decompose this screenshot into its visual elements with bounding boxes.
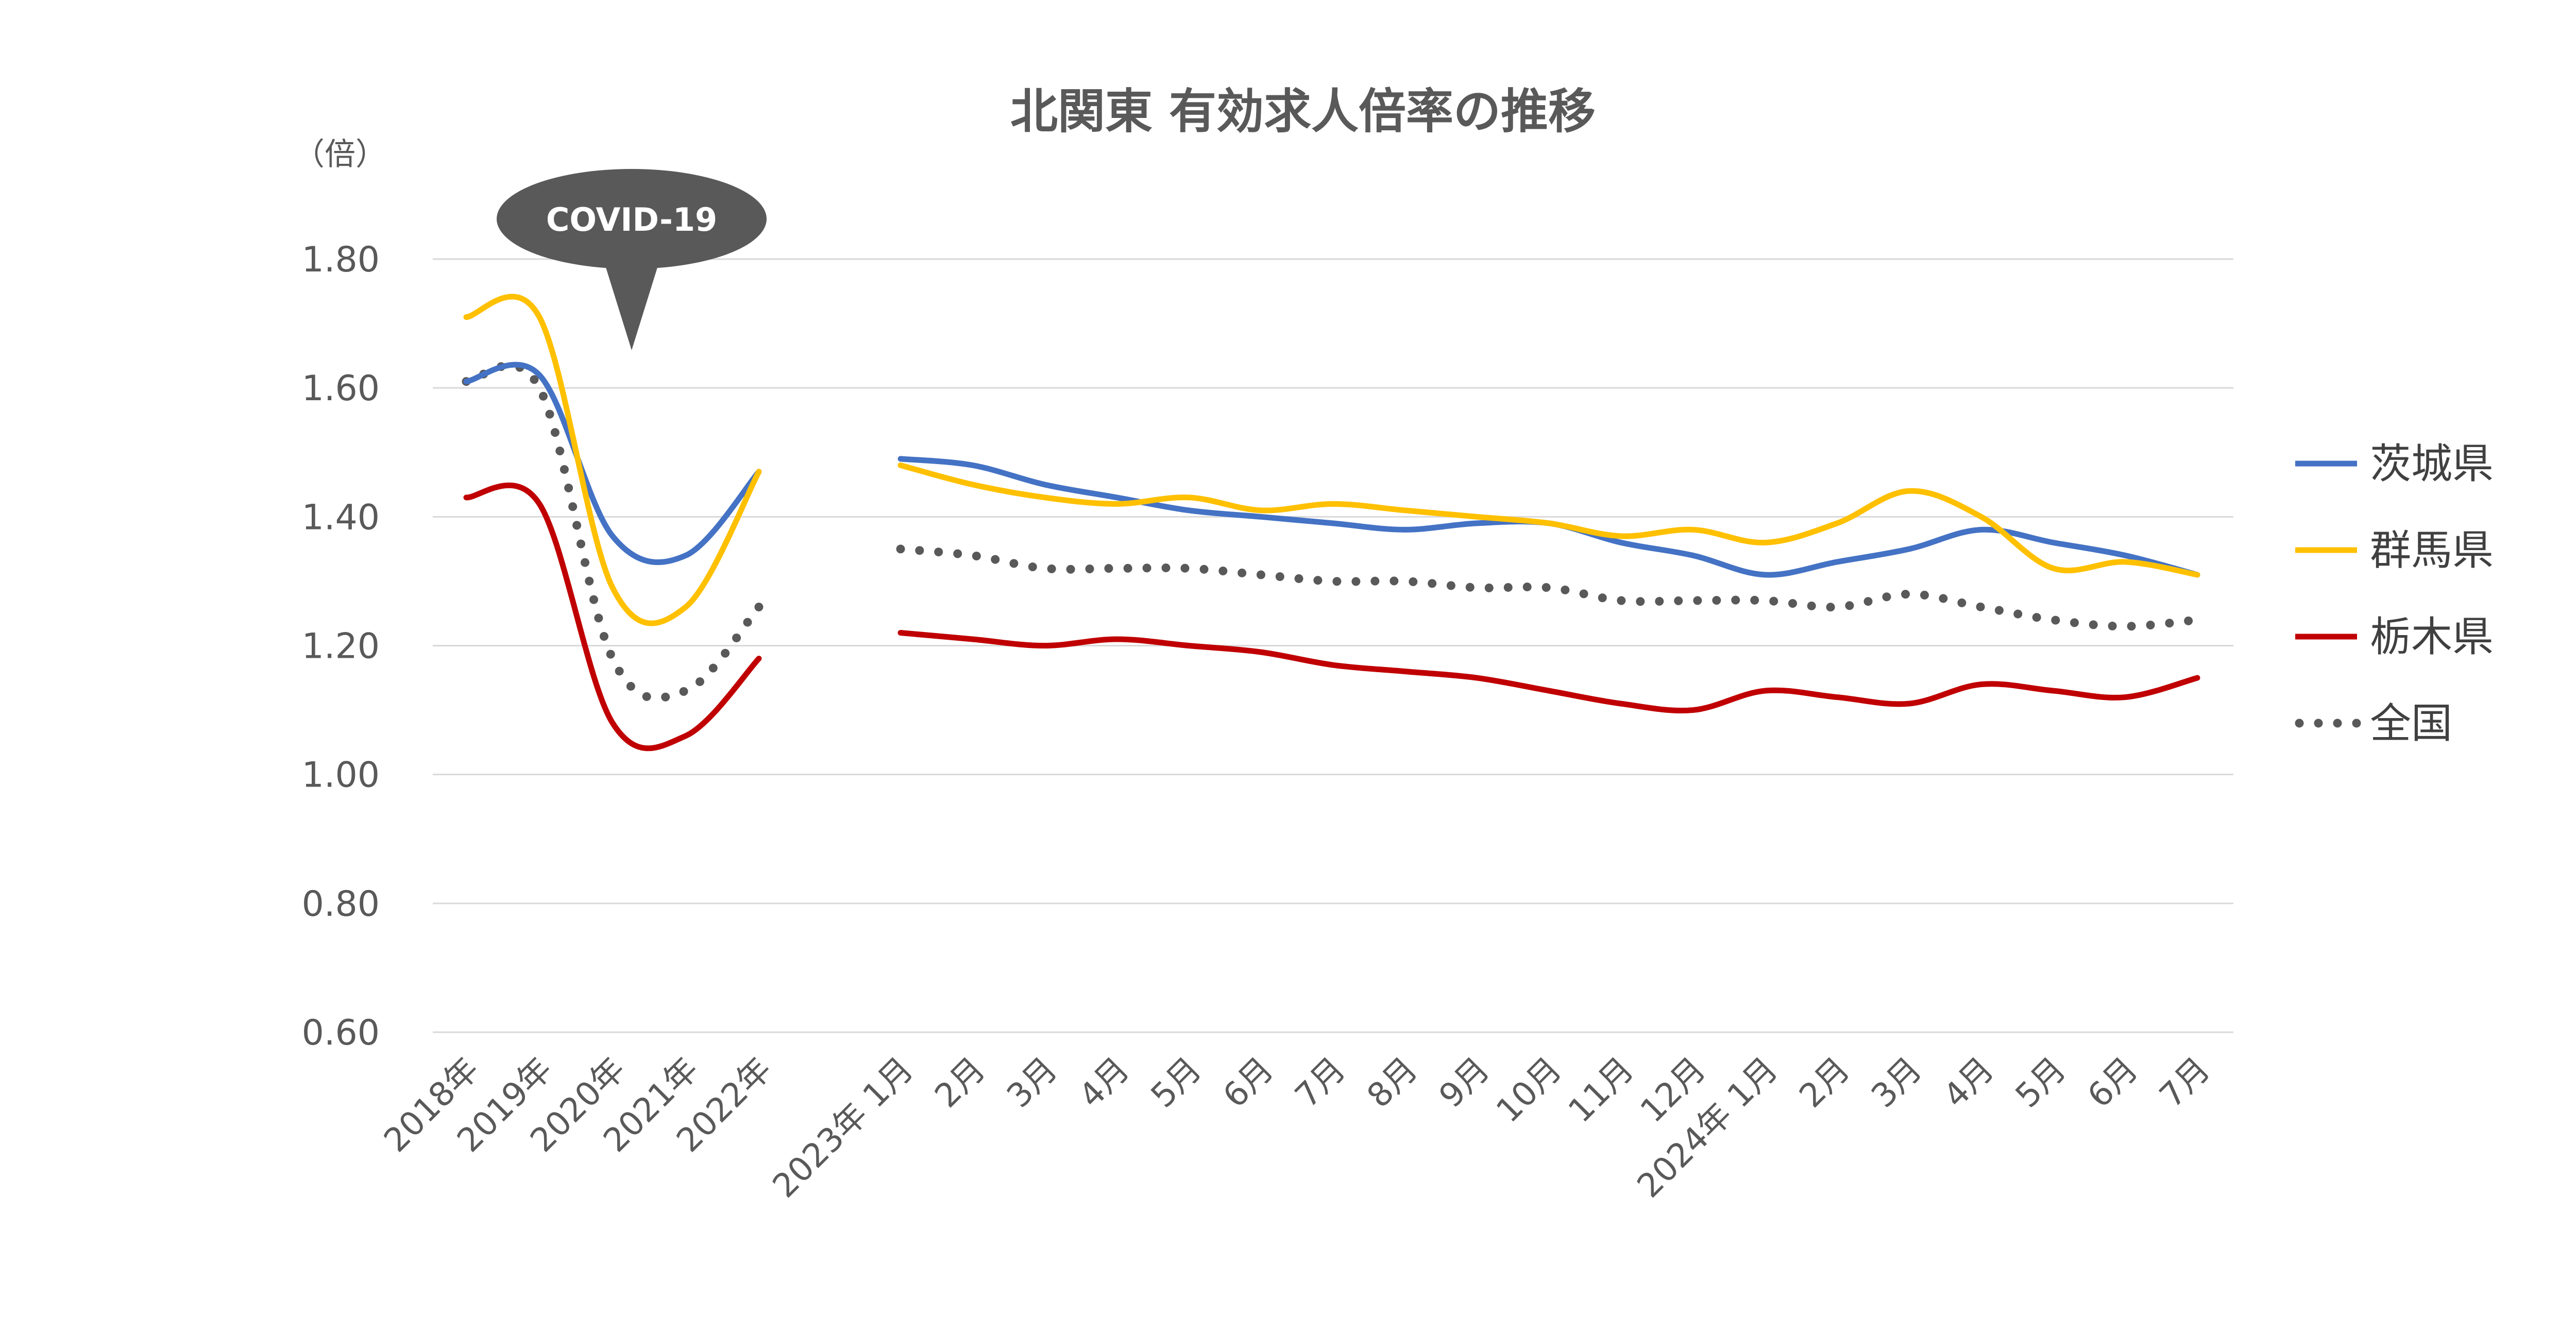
y-axis-ticks: 1.80 1.60 1.40 1.20 1.00 0.80 0.60 — [302, 240, 380, 1053]
covid-annotation: COVID-19 — [546, 201, 717, 238]
callout-bubble — [497, 169, 767, 269]
series-line-annual — [463, 482, 762, 752]
x-tick-label: 11月 — [1561, 1050, 1641, 1130]
x-tick-label: 7月 — [2153, 1050, 2217, 1115]
x-tick-label: 9月 — [1432, 1050, 1497, 1115]
x-tick-label: 3月 — [1865, 1050, 1929, 1115]
series-line-monthly — [897, 462, 2200, 578]
y-tick-label: 0.80 — [302, 884, 380, 925]
x-tick-label: 5月 — [2008, 1050, 2073, 1115]
series-line-annual — [463, 362, 762, 566]
x-tick-label: 2023年 1月 — [766, 1050, 921, 1205]
gridlines — [433, 258, 2233, 1033]
x-tick-label: 5月 — [1144, 1050, 1209, 1115]
x-tick-label: 2月 — [928, 1050, 993, 1115]
callout-pointer — [603, 258, 660, 350]
legend-item: 全国 — [2295, 699, 2452, 747]
y-tick-label: 0.60 — [302, 1013, 380, 1053]
x-tick-label: 8月 — [1360, 1050, 1425, 1115]
legend-label: 栃木県 — [2370, 613, 2494, 661]
x-tick-label: 6月 — [2080, 1050, 2145, 1115]
covid-callout: COVID-19 — [497, 169, 767, 350]
series-2 — [463, 294, 2200, 626]
x-tick-label: 10月 — [1489, 1050, 1569, 1130]
series-line-annual — [463, 294, 762, 626]
x-tick-label: 3月 — [1000, 1050, 1065, 1115]
y-tick-label: 1.80 — [302, 240, 380, 280]
legend-label: 茨城県 — [2370, 440, 2494, 488]
legend-label: 全国 — [2370, 699, 2452, 747]
x-tick-label: 7月 — [1288, 1050, 1353, 1115]
y-tick-label: 1.00 — [302, 755, 380, 796]
x-tick-label: 2月 — [1792, 1050, 1857, 1115]
chart-title: 北関東 有効求人倍率の推移 — [1010, 84, 1596, 139]
y-tick-label: 1.20 — [302, 626, 380, 667]
legend-item: 栃木県 — [2295, 613, 2494, 661]
x-tick-label: 6月 — [1216, 1050, 1281, 1115]
series-line-monthly — [896, 544, 2202, 631]
series-line-monthly — [897, 629, 2200, 714]
y-tick-label: 1.60 — [302, 368, 380, 409]
y-tick-label: 1.40 — [302, 497, 380, 538]
y-axis-unit: （倍） — [294, 136, 386, 173]
series-4 — [462, 361, 2202, 703]
x-tick-label: 4月 — [1072, 1050, 1137, 1115]
legend-label: 群馬県 — [2370, 526, 2494, 574]
x-tick-label: 4月 — [1936, 1050, 2001, 1115]
legend-item: 茨城県 — [2295, 440, 2494, 488]
legend-item: 群馬県 — [2295, 526, 2494, 574]
series-lines — [462, 294, 2202, 752]
series-3 — [463, 482, 2200, 752]
